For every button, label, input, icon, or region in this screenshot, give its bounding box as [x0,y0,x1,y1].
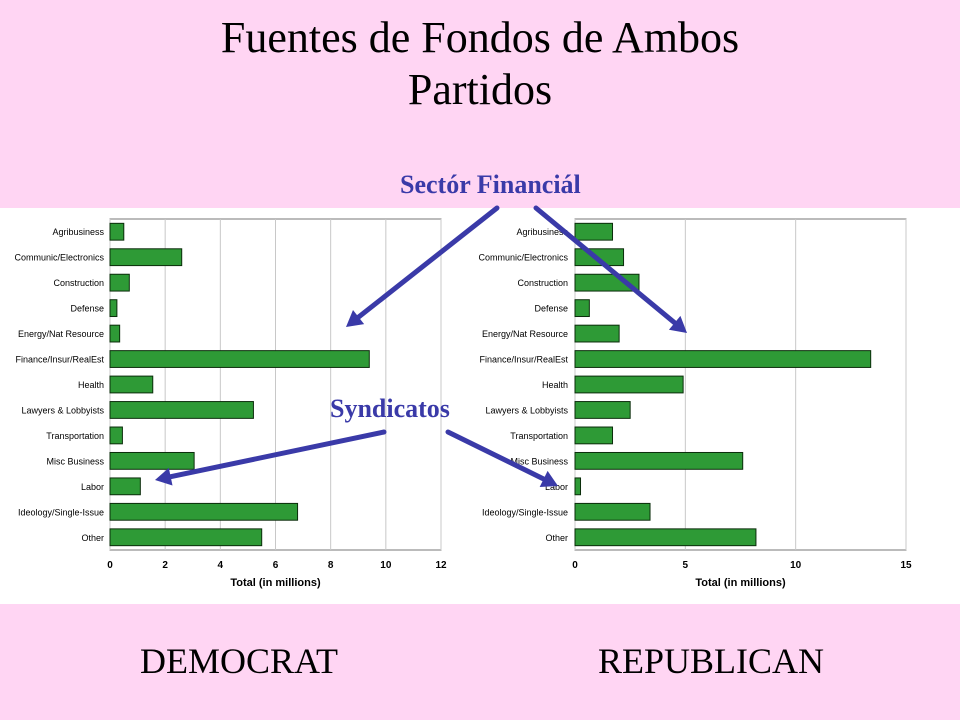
bar [574,502,651,521]
x-axis-title: Total (in millions) [230,577,321,589]
category-label: Labor [545,482,568,492]
bar [109,375,154,394]
bar [574,451,744,470]
x-tick-label: 6 [273,560,279,571]
bar [574,426,614,445]
category-label: Defense [70,304,104,314]
category-label: Ideology/Single-Issue [18,507,104,517]
bar [574,222,614,241]
category-label: Finance/Insur/RealEst [479,355,568,365]
title-line-1: Fuentes de Fondos de Ambos [220,13,740,62]
x-tick-label: 12 [435,560,447,571]
category-label: Finance/Insur/RealEst [15,355,104,365]
category-label: Ideology/Single-Issue [482,507,568,517]
bar [574,324,620,343]
slide-title: Fuentes de Fondos de Ambos Partidos [0,12,960,116]
category-label: Lawyers & Lobbyists [485,405,568,415]
arrow-finance-republican-head [668,315,687,333]
arrow-labor-democrat-head [155,467,173,486]
category-label: Construction [53,278,104,288]
category-label: Communic/Electronics [14,253,104,263]
bar [109,502,299,521]
arrow-labor-republican-shaft [445,429,547,482]
annotation-finance-sector: Sectór Financiál [400,170,581,199]
annotation-arrows [155,205,687,488]
category-label: Communic/Electronics [478,253,568,263]
bar [109,477,141,496]
democrat-label: DEMOCRAT [140,641,339,681]
x-tick-label: 4 [218,560,224,571]
bar [109,451,195,470]
bar [109,324,121,343]
category-label: Labor [81,482,104,492]
category-label: Misc Business [46,456,104,466]
bar [109,350,370,368]
category-label: Other [545,533,568,543]
arrow-finance-democrat-head [346,310,365,327]
category-label: Transportation [510,431,568,441]
bar [109,222,125,241]
x-tick-label: 2 [162,560,168,571]
category-label: Other [81,533,104,543]
bar [109,299,118,318]
category-label: Health [542,380,568,390]
x-tick-label: 5 [683,560,689,571]
bar [574,401,631,419]
x-tick-label: 8 [328,560,334,571]
democrat-chart: 0 2 4 6 8 10 12 Total (in millions) Agribusiness… [14,218,447,589]
x-axis-title: Total (in millions) [695,577,786,589]
x-tick-label: 15 [900,560,912,571]
category-label: Health [78,380,104,390]
arrow-finance-republican-shaft [533,205,678,326]
category-label: Energy/Nat Resource [18,329,104,339]
bar [574,528,757,547]
bar [574,299,590,318]
x-tick-label: 0 [572,560,578,571]
bar [574,350,872,368]
category-label: Lawyers & Lobbyists [21,405,104,415]
bar [109,273,130,292]
category-label: Agribusiness [52,227,104,237]
x-tick-label: 10 [790,560,802,571]
bar [109,426,123,445]
arrow-finance-democrat-shaft [356,205,500,320]
bar [574,375,684,394]
bar [574,477,582,496]
category-label: Construction [517,278,568,288]
bar [109,401,254,419]
x-tick-label: 0 [107,560,113,571]
republican-label: REPUBLICAN [598,641,825,681]
category-label: Transportation [46,431,104,441]
annotation-unions: Syndicatos [330,394,450,423]
category-label: Defense [534,304,568,314]
category-label: Agribusiness [516,227,568,237]
arrow-labor-democrat-shaft [168,429,387,480]
category-label: Energy/Nat Resource [482,329,568,339]
title-line-2: Partidos [407,65,553,114]
arrow-labor-republican-head [539,470,558,488]
category-label: Misc Business [510,456,568,466]
republican-chart: 0 5 10 15 Total (in millions) Agribusiness Com… [478,218,912,589]
bar [109,528,263,547]
bar [109,248,183,267]
x-tick-label: 10 [380,560,392,571]
